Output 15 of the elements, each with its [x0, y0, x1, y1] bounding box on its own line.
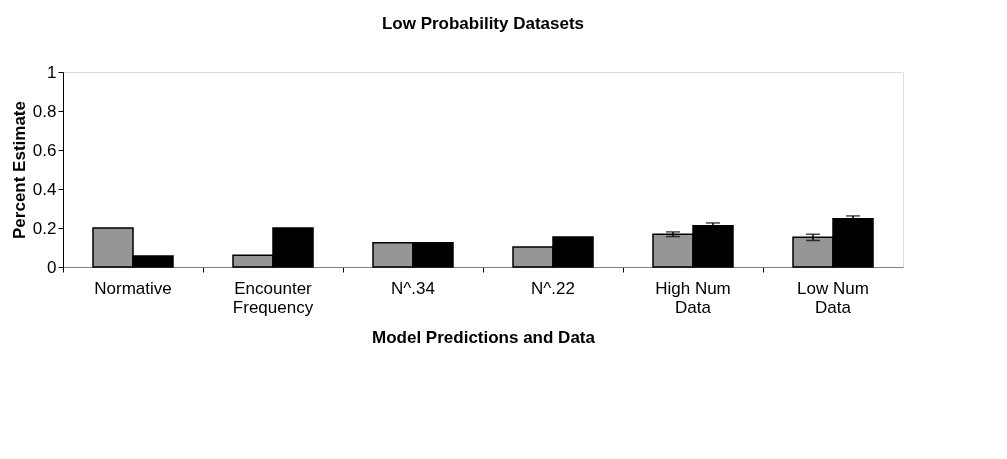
- y-tick-label: 0.4: [32, 179, 57, 199]
- y-tick-label: 0.8: [32, 101, 57, 121]
- y-tick-label: 0: [47, 257, 57, 277]
- y-axis-title: Percent Estimate: [9, 101, 29, 239]
- chart-title: Low Probability Datasets: [381, 14, 585, 33]
- y-tick-label: 1: [47, 62, 57, 82]
- y-tick-label: 0.6: [32, 140, 57, 160]
- x-tick-label: Normative: [94, 278, 172, 298]
- y-tick-label: 0.2: [32, 218, 57, 238]
- x-tick-label: N^.34: [391, 278, 435, 298]
- x-tick-label: High Num Data: [655, 278, 731, 317]
- x-axis-title: Model Predictions and Data: [372, 327, 596, 347]
- x-tick-label: N^.22: [531, 278, 575, 298]
- x-tick-label: Low Num Data: [797, 278, 869, 317]
- x-tick-label: Encounter Frequency: [232, 278, 314, 317]
